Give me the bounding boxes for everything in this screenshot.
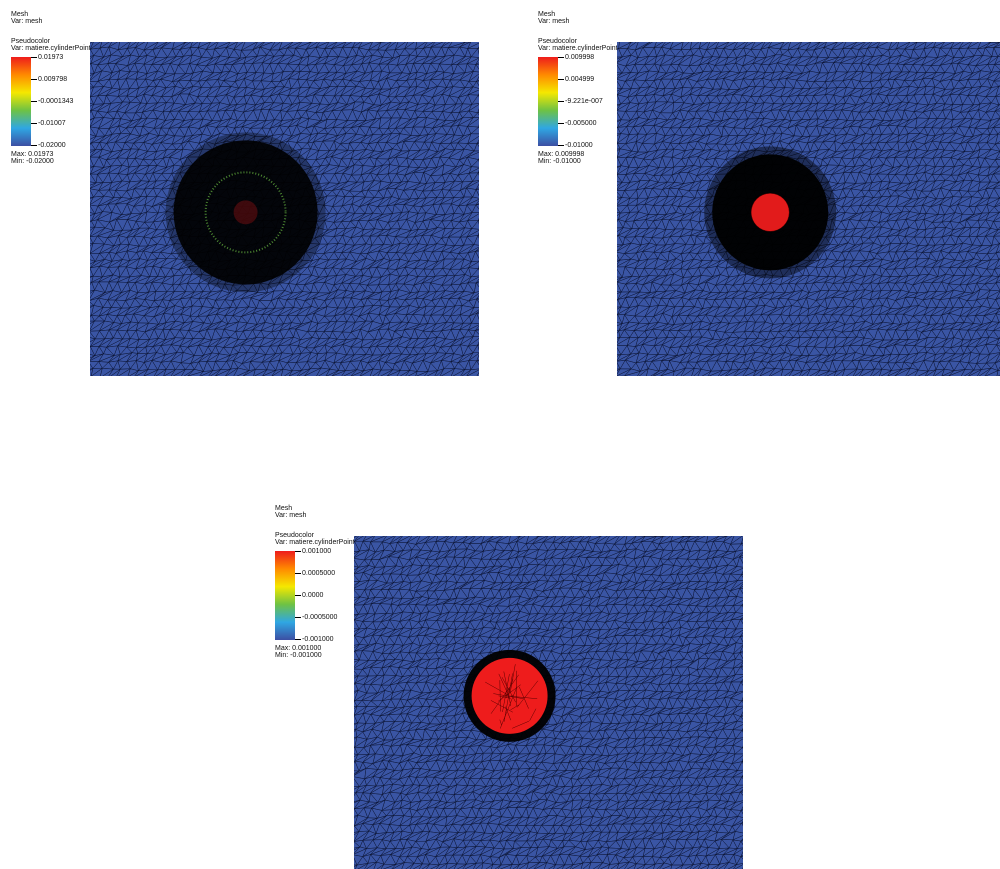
triangulated-mesh bbox=[617, 42, 1000, 376]
legend-tick bbox=[558, 123, 564, 124]
legend-tick-label: 0.0000 bbox=[302, 592, 324, 599]
min-value-label: Min: -0.001000 bbox=[275, 652, 322, 659]
legend-tick-label: -0.001000 bbox=[302, 636, 334, 643]
min-value-label: Min: -0.02000 bbox=[11, 158, 54, 165]
pseudocolor-var-label: Var: matiere.cylinderPoint.max bbox=[538, 45, 633, 52]
visualization-panel-2: Mesh Var: mesh Pseudocolor Var: matiere.… bbox=[527, 0, 1000, 380]
legend-tick-label: 0.004999 bbox=[565, 76, 595, 83]
legend-tick-label: -0.0001343 bbox=[38, 98, 74, 105]
color-legend-bar bbox=[275, 551, 295, 640]
legend-tick bbox=[31, 57, 37, 58]
mesh-title: Mesh bbox=[275, 505, 293, 512]
legend-tick bbox=[31, 79, 37, 80]
interface-ring bbox=[204, 171, 287, 254]
red-core-mesh bbox=[750, 193, 790, 232]
legend-tick-label: -0.01000 bbox=[565, 142, 593, 149]
max-value-label: Max: 0.009998 bbox=[538, 151, 585, 158]
center-spot bbox=[233, 200, 258, 225]
pseudocolor-title: Pseudocolor bbox=[538, 38, 577, 45]
red-core bbox=[751, 193, 790, 232]
legend-tick-label: -0.02000 bbox=[38, 142, 66, 149]
triangulated-mesh bbox=[90, 42, 479, 376]
legend-tick bbox=[295, 573, 301, 574]
max-value-label: Max: 0.01973 bbox=[11, 151, 54, 158]
mesh-plot[interactable] bbox=[90, 42, 479, 376]
color-legend-bar bbox=[11, 57, 31, 146]
mesh-plot[interactable] bbox=[617, 42, 1000, 376]
mesh-title: Mesh bbox=[11, 11, 29, 18]
mesh-var-label: Var: mesh bbox=[538, 18, 570, 25]
legend-tick-label: -0.005000 bbox=[565, 120, 597, 127]
disc-mesh-edges bbox=[485, 664, 539, 729]
legend-tick-label: -9.221e-007 bbox=[565, 98, 603, 105]
mesh-plot[interactable] bbox=[354, 536, 743, 869]
legend-tick bbox=[558, 57, 564, 58]
pseudocolor-var-label: Var: matiere.cylinderPoint.max bbox=[11, 45, 106, 52]
legend-tick bbox=[558, 79, 564, 80]
visualization-panel-1: Mesh Var: mesh Pseudocolor Var: matiere.… bbox=[0, 0, 490, 380]
legend-tick bbox=[295, 595, 301, 596]
max-value-label: Max: 0.001000 bbox=[275, 645, 322, 652]
color-legend-bar bbox=[538, 57, 558, 146]
legend-tick bbox=[295, 639, 301, 640]
legend-tick bbox=[31, 123, 37, 124]
legend-tick-label: 0.001000 bbox=[302, 548, 332, 555]
pseudocolor-title: Pseudocolor bbox=[11, 38, 50, 45]
legend-tick bbox=[31, 101, 37, 102]
legend-tick-label: -0.0005000 bbox=[302, 614, 338, 621]
legend-tick-label: 0.0005000 bbox=[302, 570, 336, 577]
min-value-label: Min: -0.01000 bbox=[538, 158, 581, 165]
triangulated-mesh bbox=[354, 536, 743, 869]
legend-tick bbox=[558, 101, 564, 102]
mesh-title: Mesh bbox=[538, 11, 556, 18]
legend-tick bbox=[295, 551, 301, 552]
mesh-var-label: Var: mesh bbox=[275, 512, 307, 519]
refinement-zone bbox=[173, 140, 318, 285]
legend-tick bbox=[295, 617, 301, 618]
legend-tick bbox=[31, 145, 37, 146]
legend-tick-label: 0.009798 bbox=[38, 76, 68, 83]
pseudocolor-title: Pseudocolor bbox=[275, 532, 314, 539]
legend-tick bbox=[558, 145, 564, 146]
pseudocolor-var-label: Var: matiere.cylinderPoint.max bbox=[275, 539, 370, 546]
legend-tick-label: 0.009998 bbox=[565, 54, 595, 61]
visualization-panel-3: Mesh Var: mesh Pseudocolor Var: matiere.… bbox=[264, 494, 744, 869]
legend-tick-label: 0.01973 bbox=[38, 54, 64, 61]
mesh-var-label: Var: mesh bbox=[11, 18, 43, 25]
legend-tick-label: -0.01007 bbox=[38, 120, 66, 127]
